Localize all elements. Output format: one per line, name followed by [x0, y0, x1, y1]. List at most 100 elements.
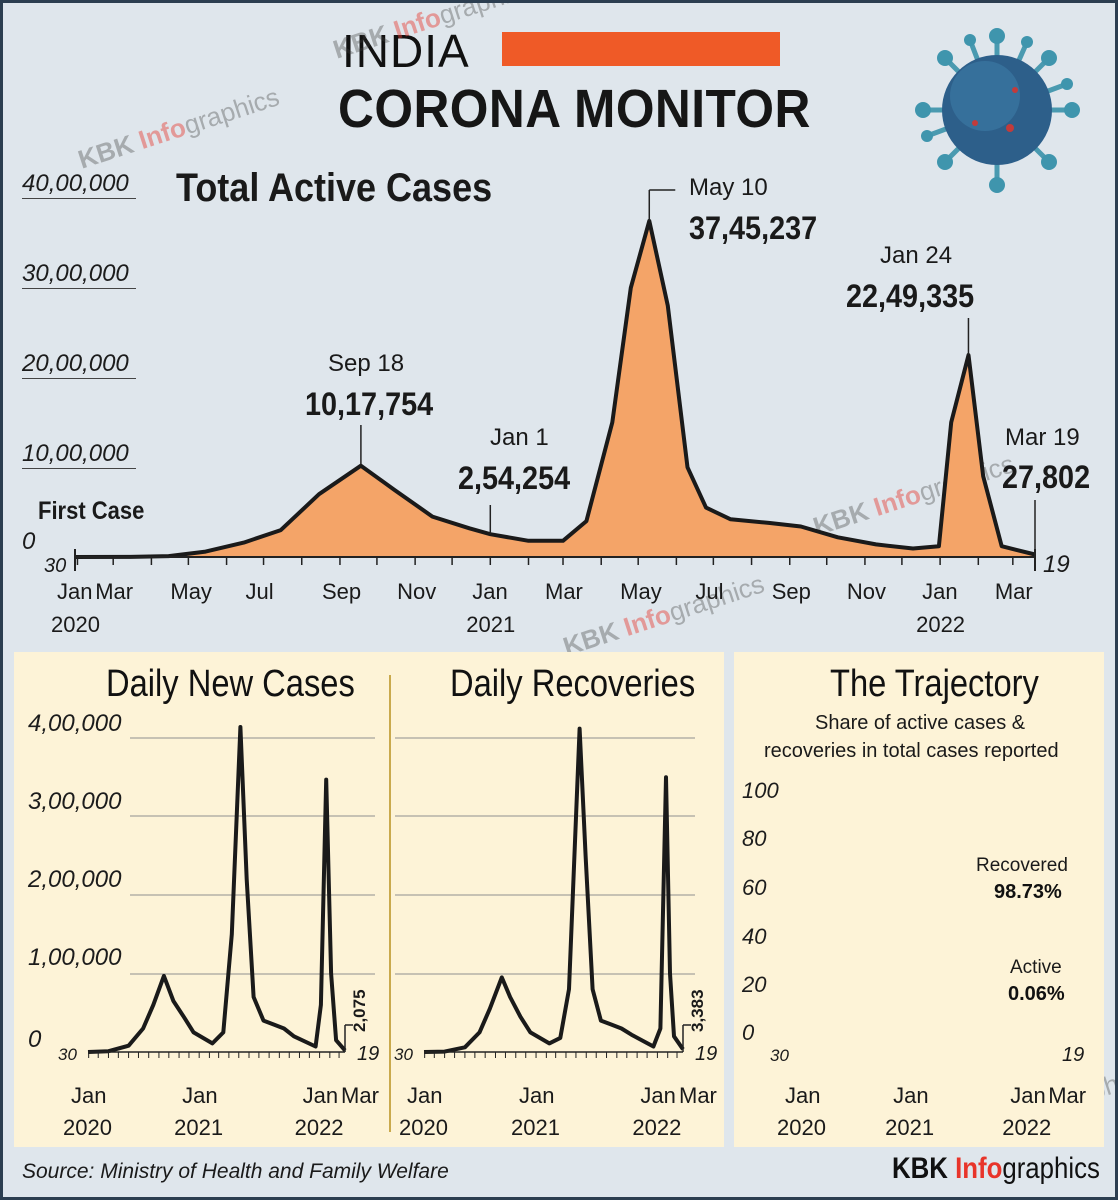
brand-logo: KBK Infographics [892, 1152, 1100, 1185]
annotation-value: 10,17,754 [305, 386, 434, 422]
annotation-date: Jan 1 [490, 424, 549, 451]
recovered-label: Recovered [976, 855, 1068, 876]
header-title: CORONA MONITOR [338, 79, 811, 139]
y-tick-label: 0 [28, 1026, 42, 1053]
y-tick-label: 20,00,000 [22, 350, 129, 377]
main-area-chart [74, 189, 1036, 571]
x-tick-label: Jul [695, 579, 724, 604]
x-tick-label: Jan [182, 1083, 218, 1108]
y-tick-label: 100 [742, 778, 779, 803]
y-tick-label: 40,00,000 [22, 170, 129, 197]
y-tick-label: 3,00,000 [28, 788, 122, 815]
x-tick-label: Jan [472, 579, 508, 604]
start-day-label: 30 [44, 555, 67, 577]
y-tick-line [22, 198, 136, 199]
annotation-date: Jan 24 [880, 242, 953, 269]
annotation-date: Mar 19 [1005, 424, 1080, 451]
x-tick-label: Jan [407, 1083, 443, 1108]
last-value-label: 2,075 [350, 989, 369, 1032]
y-tick-label: 0 [22, 528, 36, 555]
y-tick-label: 0 [742, 1020, 755, 1045]
y-tick-label: 30,00,000 [22, 260, 129, 287]
new-cases-line [87, 725, 347, 1054]
source-note: Source: Ministry of Health and Family We… [22, 1160, 449, 1183]
x-tick-label: Sep [771, 579, 811, 604]
trajectory-title: The Trajectory [830, 663, 1039, 705]
active-label: Active [1010, 957, 1062, 978]
end-day-label: 19 [357, 1043, 380, 1065]
x-tick-label: Mar [1048, 1083, 1087, 1108]
coronavirus-icon [915, 28, 1080, 193]
annotation-date: May 10 [689, 174, 768, 201]
annotation-value: 2,54,254 [458, 460, 571, 496]
annotation-value: 37,45,237 [689, 210, 818, 246]
y-tick-line [22, 378, 136, 379]
x-year-label: 2022 [632, 1115, 682, 1140]
y-tick-label: 10,00,000 [22, 440, 129, 467]
x-year-label: 2020 [51, 612, 100, 637]
trajectory-subtitle: recoveries in total cases reported [764, 740, 1059, 762]
trajectory-panel [734, 652, 1104, 1147]
x-tick-label: Jul [245, 579, 274, 604]
x-tick-label: Jan [922, 579, 958, 604]
active-value: 0.06% [1008, 983, 1065, 1005]
x-tick-label: Jan [893, 1083, 929, 1108]
x-tick-label: Sep [321, 579, 362, 604]
x-tick-label: Mar [341, 1083, 379, 1108]
annotation-value: 27,802 [1002, 459, 1091, 495]
last-value-label: 3,383 [688, 989, 707, 1032]
x-tick-label: May [620, 579, 662, 604]
y-tick-line [22, 288, 136, 289]
x-tick-label: Mar [679, 1083, 717, 1108]
end-day-label: 19 [1062, 1044, 1085, 1066]
main-chart-title: Total Active Cases [176, 166, 493, 210]
y-tick-label: 1,00,000 [28, 944, 122, 971]
x-tick-label: Jan [785, 1083, 821, 1108]
annotation-value: 22,49,335 [846, 278, 975, 314]
x-tick-label: Jan [640, 1083, 676, 1108]
y-tick-line [22, 468, 136, 469]
x-year-label: 2020 [399, 1115, 448, 1140]
y-tick-label: 20 [742, 972, 767, 997]
first-case-label: First Case [38, 497, 145, 525]
y-tick-label: 2,00,000 [28, 866, 122, 893]
recovered-value: 98.73% [994, 881, 1062, 903]
x-year-label: 2022 [294, 1115, 344, 1140]
x-tick-label: Jan [302, 1083, 339, 1108]
daily-recoveries-title: Daily Recoveries [450, 663, 696, 705]
x-tick-label: Mar [994, 579, 1033, 604]
x-tick-label: Nov [846, 579, 887, 604]
x-tick-label: Jan [57, 579, 93, 604]
y-tick-label: 40 [742, 924, 767, 949]
x-tick-label: Mar [95, 579, 134, 604]
start-day-label: 30 [394, 1045, 413, 1064]
active-cases-line [74, 218, 1036, 559]
x-year-label: 2022 [1002, 1115, 1052, 1140]
end-day-label: 19 [695, 1043, 718, 1065]
y-tick-label: 4,00,000 [28, 710, 122, 737]
x-tick-label: Nov [397, 579, 437, 604]
x-year-label: 2021 [174, 1115, 224, 1140]
y-tick-label: 60 [742, 875, 767, 900]
x-tick-label: Mar [545, 579, 583, 604]
x-year-label: 2021 [466, 612, 516, 637]
y-tick-label: 80 [742, 826, 767, 851]
trajectory-subtitle: Share of active cases & [815, 712, 1026, 734]
recoveries-line [423, 726, 685, 1054]
x-year-label: 2022 [916, 612, 966, 637]
annotation-date: Sep 18 [328, 350, 405, 377]
x-tick-label: May [170, 579, 212, 604]
start-day-label: 30 [770, 1046, 789, 1065]
end-day-label: 19 [1043, 551, 1070, 578]
daily-panel [14, 652, 724, 1147]
x-year-label: 2021 [885, 1115, 935, 1140]
header-accent-bar [502, 32, 780, 66]
x-tick-label: Jan [1010, 1083, 1046, 1108]
x-tick-label: Jan [71, 1083, 107, 1108]
x-tick-label: Jan [519, 1083, 555, 1108]
start-day-label: 30 [58, 1045, 77, 1064]
daily-new-cases-title: Daily New Cases [106, 663, 355, 705]
x-year-label: 2020 [63, 1115, 112, 1140]
x-year-label: 2021 [511, 1115, 560, 1140]
